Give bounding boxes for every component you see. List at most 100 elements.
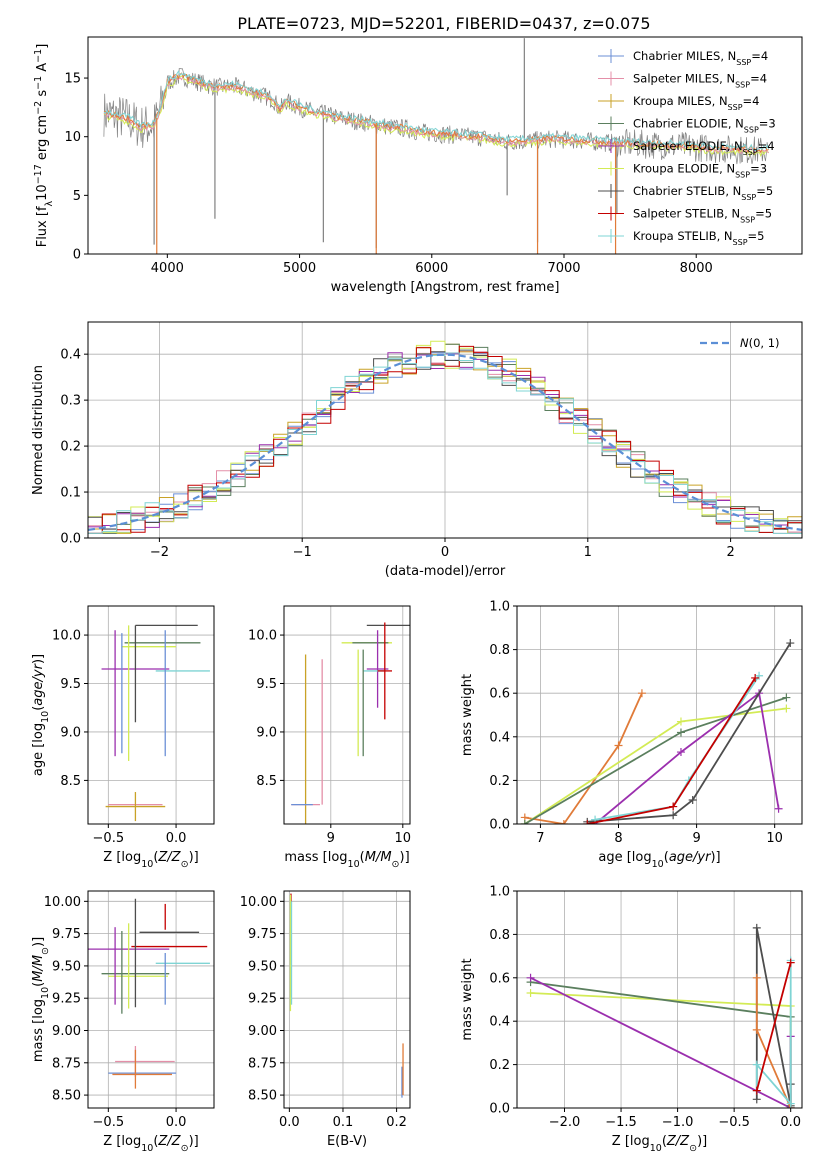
- label-part: Z [log: [103, 850, 141, 865]
- legend-name: Kroupa ELODIE, N: [633, 162, 735, 176]
- label-part: (: [662, 1134, 667, 1149]
- y-tick-label: 0.0: [60, 532, 81, 547]
- x-tick-label: 0.0: [279, 1115, 300, 1130]
- mass-weight-marker: [676, 728, 685, 737]
- mass-weight-marker: [752, 1095, 761, 1104]
- x-tick-label: 0.0: [166, 1115, 187, 1130]
- label-part: Flux [f: [35, 206, 50, 247]
- y-tick-label: 10.0: [248, 629, 277, 644]
- label-part: Z [log: [612, 1134, 650, 1149]
- x-tick-label: 10: [766, 831, 783, 846]
- y-tick-label: 8.50: [52, 1089, 81, 1104]
- legend-sub: SSP: [736, 58, 751, 67]
- label-part: (: [360, 850, 365, 865]
- mass-vs-EBV-panel: 0.0 0.1 0.2 8.50 8.75 9.00 9.25 9.50 9.75 10.00 E(…: [240, 890, 411, 1149]
- label-part: 10: [141, 859, 153, 870]
- label-part: ⊙: [181, 859, 189, 870]
- mass-vs-Z-plot-area: [88, 898, 210, 1089]
- mass-weight-line: [755, 977, 792, 1108]
- axes-frame: [283, 605, 411, 825]
- legend-label: Kroupa ELODIE, NSSP=3: [633, 162, 767, 180]
- mass-weight-marker: [583, 820, 592, 824]
- label-part: mass [: [31, 1019, 46, 1062]
- x-tick-label: 6000: [415, 261, 448, 276]
- label-part: )]: [697, 1134, 707, 1149]
- y-tick-label: 10.00: [44, 895, 81, 910]
- label-part: )]: [31, 937, 46, 947]
- y-tick-label: 15: [64, 72, 81, 87]
- label-part: M/M: [365, 850, 392, 865]
- y-tick-label: 8.5: [60, 774, 81, 789]
- label-part: mass weight: [460, 674, 475, 756]
- y-tick-label: 5: [73, 189, 81, 204]
- y-axis-label: Flux [fλ10−17 erg cm−2 s−1 A−1]: [33, 44, 55, 248]
- y-tick-label: 9.5: [60, 677, 81, 692]
- y-tick-label: 9.75: [52, 927, 81, 942]
- y-tick-label: 9.00: [248, 1024, 277, 1039]
- x-tick-label: 0.0: [166, 831, 187, 846]
- legend-sub: SSP: [735, 170, 750, 179]
- figure-title: PLATE=0723, MJD=52201, FIBERID=0437, z=0…: [237, 14, 650, 33]
- legend-label: Chabrier ELODIE, NSSP=3: [633, 117, 776, 135]
- label-part: )]: [710, 850, 720, 865]
- label-part: Z [log: [103, 1134, 141, 1149]
- y-axis-label: age [log10(age/yr)]: [31, 654, 51, 776]
- legend-name: Kroupa STELIB, N: [633, 229, 733, 243]
- x-tick-label: −1.0: [662, 1115, 694, 1130]
- mass-weight-marker: [752, 973, 761, 982]
- mass-weight-marker: [676, 717, 685, 726]
- legend-count: =3: [750, 162, 767, 176]
- y-tick-label: 0.8: [489, 643, 510, 658]
- mass-weight-line: [755, 962, 792, 1091]
- mass-weight-line: [755, 960, 792, 1107]
- legend-sub: SSP: [728, 103, 743, 112]
- x-tick-label: 7: [536, 831, 544, 846]
- x-tick-label: 5000: [283, 261, 316, 276]
- legend-label: Kroupa STELIB, NSSP=5: [633, 229, 764, 247]
- legend-sub: SSP: [743, 148, 758, 157]
- x-tick-label: −2: [150, 545, 169, 560]
- legend-sub: SSP: [733, 238, 748, 247]
- legend-count: =4: [743, 94, 760, 108]
- label-part: mass [: [284, 850, 327, 865]
- legend-name: Chabrier MILES, N: [633, 49, 736, 63]
- label-part: 10: [652, 859, 664, 870]
- axes-frame: [87, 36, 803, 255]
- x-axis-label: Z [log10(Z/Z⊙)]: [103, 1134, 198, 1154]
- mass-weight-line: [594, 675, 760, 821]
- y-axis-label: mass weight: [460, 958, 475, 1040]
- y-tick-label: 9.0: [60, 725, 81, 740]
- age-vs-Z-panel: −0.5 0.08.59.09.510.0Z [log10(Z/Z⊙)]age […: [31, 605, 215, 870]
- y-tick-label: 0.4: [489, 730, 510, 745]
- label-part: (: [664, 850, 669, 865]
- legend-count: =3: [759, 117, 776, 131]
- y-tick-label: 9.50: [248, 959, 277, 974]
- x-tick-label: 4000: [151, 261, 184, 276]
- label-part: −1: [33, 76, 44, 90]
- label-part: A: [35, 63, 50, 76]
- label-part: (data-model)/error: [385, 564, 506, 579]
- y-tick-label: 8.75: [248, 1056, 277, 1071]
- y-tick-label: 0.6: [489, 687, 510, 702]
- y-tick-label: 9.00: [52, 1024, 81, 1039]
- y-tick-label: 9.50: [52, 959, 81, 974]
- axes-frame: [87, 890, 215, 1109]
- label-part: (: [153, 850, 158, 865]
- label-part: age [log: [598, 850, 651, 865]
- x-tick-label: −0.5: [718, 1115, 750, 1130]
- legend-label: Chabrier MILES, NSSP=4: [633, 49, 768, 67]
- y-axis-label: mass weight: [460, 674, 475, 756]
- y-axis-label: Normed distribution: [31, 365, 46, 495]
- y-tick-label: 0.4: [60, 348, 81, 363]
- label-part: Z/Z: [157, 850, 181, 865]
- legend-sub: SSP: [744, 125, 759, 134]
- legend-name: Kroupa MILES, N: [633, 94, 728, 108]
- mass-weight-marker: [782, 704, 791, 713]
- label-part: −17: [33, 164, 44, 184]
- y-tick-label: 10.00: [240, 895, 277, 910]
- legend-label: Salpeter STELIB, NSSP=5: [633, 207, 772, 225]
- label-part: age [log: [31, 723, 46, 776]
- label-part: 10: [35, 184, 50, 201]
- mass-vs-EBV-plot-area: [289, 893, 404, 1098]
